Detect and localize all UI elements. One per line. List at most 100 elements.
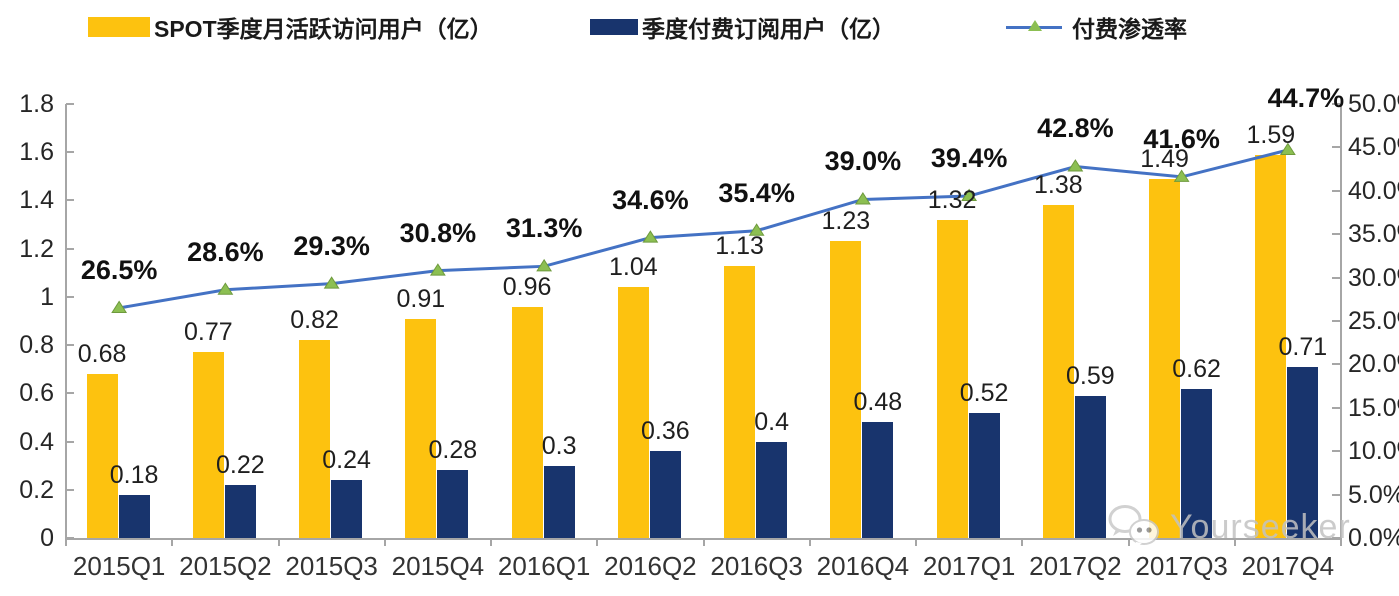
triangle-marker (323, 276, 340, 289)
penetration-legend-label: 付费渗透率 (1072, 16, 1187, 42)
subs-legend-swatch (590, 19, 638, 35)
subs-bar (968, 412, 1000, 538)
x-category-label: 2016Q4 (816, 551, 910, 581)
triangle-marker (429, 263, 446, 276)
y-left-tick-label: 0.2 (19, 475, 54, 504)
y-right-tick-label: 10.0% (1348, 437, 1399, 466)
y-left-tick (66, 199, 74, 202)
mau-value-label: 0.96 (502, 272, 552, 301)
y-left-tick (66, 392, 74, 395)
x-axis-tick (65, 538, 67, 546)
y-axis-right-line (1340, 104, 1342, 538)
y-left-tick-label: 1.8 (19, 90, 54, 118)
watermark: Yourseeker (1106, 502, 1351, 552)
y-right-tick-label: 45.0% (1348, 133, 1399, 162)
x-category-label: 2017Q3 (1135, 551, 1228, 581)
subs-value-label: 0.48 (853, 388, 903, 417)
mau-value-label: 0.77 (184, 318, 233, 347)
y-right-tick-label: 0.0% (1348, 524, 1399, 552)
subs-value-label: 0.18 (109, 460, 159, 489)
triangle-marker (536, 258, 553, 272)
subs-value-label: 0.62 (1172, 354, 1221, 383)
x-axis-tick (1021, 538, 1024, 546)
subs-value-label: 0.71 (1278, 332, 1328, 361)
subs-bar (437, 470, 469, 538)
mau-legend-label: SPOT季度月活跃访问用户（亿） (154, 16, 493, 42)
y-left-tick-label: 0.4 (19, 427, 54, 456)
y-right-tick-label: 25.0% (1348, 307, 1399, 335)
subs-value-label: 0.3 (541, 431, 577, 460)
y-left-tick (66, 103, 74, 105)
y-right-tick (1332, 276, 1340, 279)
x-category-label: 2015Q3 (285, 551, 378, 581)
y-left-tick (66, 295, 74, 298)
subs-value-label: 0.4 (754, 407, 789, 436)
mau-bar (511, 306, 543, 538)
subs-legend-label: 季度付费订阅用户（亿） (642, 16, 895, 42)
watermark-text: Yourseeker (1170, 507, 1351, 546)
mau-value-label: 1.23 (821, 207, 871, 236)
subs-bar (649, 451, 681, 538)
x-axis-tick (277, 538, 280, 546)
x-axis-tick (596, 538, 599, 546)
mau-bar (724, 265, 756, 538)
y-right-tick (1332, 493, 1340, 496)
y-right-tick-label: 5.0% (1348, 480, 1399, 509)
x-axis-tick (915, 538, 917, 546)
subs-bar (1074, 395, 1106, 538)
y-left-tick-label: 1.6 (19, 138, 54, 167)
y-right-tick-label: 50.0% (1348, 90, 1399, 118)
y-right-tick (1332, 103, 1340, 105)
subs-bar (1287, 366, 1319, 538)
mau-value-label: 1.32 (927, 185, 977, 214)
triangle-marker (217, 282, 234, 295)
y-left-tick-label: 1.2 (19, 234, 54, 263)
y-axis-left-line (65, 104, 67, 538)
y-right-tick (1332, 406, 1340, 409)
y-right-tick (1332, 146, 1340, 149)
subs-value-label: 0.22 (216, 450, 265, 479)
penetration-value-label: 42.8% (1037, 113, 1114, 144)
y-right-tick-label: 15.0% (1348, 393, 1399, 422)
x-axis-tick (702, 538, 705, 546)
subs-bar (1181, 388, 1213, 538)
y-right-tick (1332, 537, 1340, 539)
x-axis-tick (171, 538, 174, 546)
y-left-tick (66, 440, 74, 443)
mau-value-label: 0.82 (290, 306, 339, 335)
mau-value-label: 0.91 (396, 284, 446, 313)
x-category-label: 2015Q4 (391, 551, 485, 581)
y-left-tick-label: 0.8 (19, 331, 54, 360)
legend-item-subs: 季度付费订阅用户（亿） (590, 10, 895, 44)
legend-triangle-marker (1028, 20, 1042, 31)
y-right-tick (1332, 233, 1340, 236)
mau-value-label: 1.04 (609, 253, 658, 282)
x-axis-tick (808, 538, 811, 546)
subs-value-label: 0.52 (959, 378, 1009, 407)
line-marker-legend-icon (1006, 19, 1062, 35)
x-axis-tick (1340, 538, 1342, 546)
subs-bar (862, 422, 894, 538)
subs-bar (543, 465, 575, 538)
x-category-label: 2017Q1 (922, 551, 1016, 581)
mau-bar (192, 352, 224, 538)
mau-bar (299, 340, 331, 538)
x-axis-tick (383, 538, 386, 546)
y-right-tick-label: 30.0% (1348, 263, 1399, 292)
triangle-marker (642, 230, 659, 243)
subs-bar (224, 484, 256, 538)
subs-value-label: 0.28 (428, 436, 478, 465)
x-category-label: 2015Q2 (179, 551, 272, 581)
y-right-tick-label: 40.0% (1348, 176, 1399, 205)
x-axis-tick (1127, 538, 1130, 546)
y-right-tick (1332, 320, 1340, 322)
y-right-tick (1332, 450, 1340, 453)
subs-bar (756, 441, 788, 538)
x-category-label: 2017Q2 (1029, 551, 1122, 581)
x-axis-tick (490, 538, 492, 546)
wechat-icon (1108, 505, 1159, 549)
mau-value-label: 1.13 (715, 231, 764, 260)
subs-value-label: 0.24 (322, 446, 371, 475)
mau-bar (405, 318, 437, 538)
x-axis-tick (1233, 538, 1236, 546)
